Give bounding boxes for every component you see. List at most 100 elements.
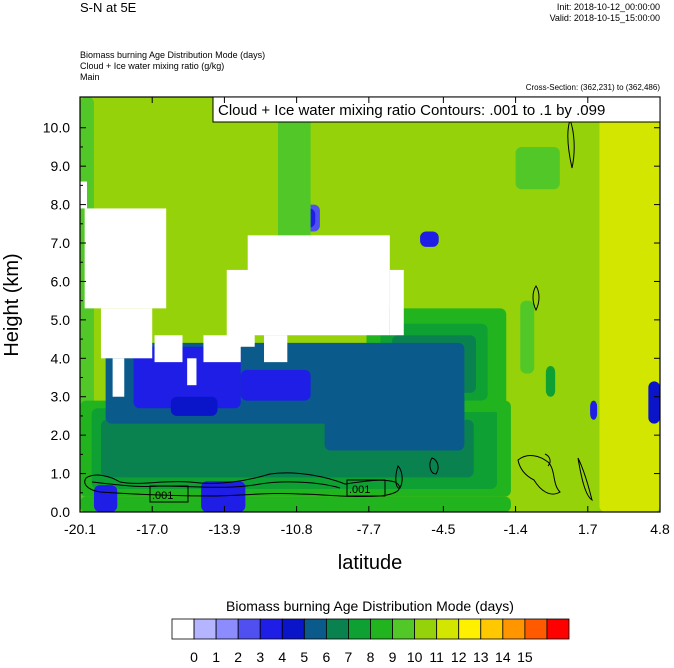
missing-data-region	[100, 308, 153, 359]
colorbar-label: 3	[256, 649, 264, 665]
y-axis-title: Height (km)	[1, 253, 23, 356]
colorbar-label: 2	[234, 649, 242, 665]
colorbar-label: 4	[278, 649, 286, 665]
y-tick-label: 6.0	[51, 273, 71, 289]
level-8-region	[545, 365, 556, 397]
y-tick-label: 7.0	[51, 235, 71, 251]
colorbar-label: 8	[367, 649, 375, 665]
missing-data-region	[264, 335, 288, 363]
y-tick-label: 4.0	[51, 350, 71, 366]
plot-area: .001 .001	[80, 97, 660, 512]
colorbar-swatch	[325, 618, 349, 640]
contour-line-label: .001	[349, 484, 370, 496]
x-tick-label: 1.7	[578, 521, 598, 537]
level-10-region	[515, 146, 560, 190]
missing-data-region	[154, 335, 183, 363]
missing-data-region	[84, 208, 167, 309]
x-tick-label: -20.1	[64, 521, 96, 537]
y-tick-label: 3.0	[51, 389, 71, 405]
level-4-region	[240, 369, 311, 401]
contour-line-label: .001	[152, 490, 173, 502]
colorbar-swatch	[502, 618, 526, 640]
level-10-region	[520, 300, 535, 374]
contour-line	[577, 457, 593, 502]
level-4-region	[93, 485, 118, 512]
level-9-region	[80, 496, 511, 512]
colorbar-label: 6	[322, 649, 330, 665]
colorbar-title: Biomass burning Age Distribution Mode (d…	[226, 598, 514, 614]
colorbar-swatch	[546, 618, 570, 640]
x-axis: -20.1 -17.0 -13.9 -10.8 -7.7 -4.5 -1.4 1.7 4.8	[64, 97, 670, 537]
colorbar-swatch	[524, 618, 548, 640]
colorbar-label: 15	[517, 649, 533, 665]
plot-title: S-N at 5E	[80, 0, 137, 15]
colorbar-swatch	[370, 618, 393, 640]
colorbar-swatch	[458, 618, 482, 640]
y-tick-label: 2.0	[51, 427, 71, 443]
contour-info-box: Cloud + Ice water mixing ratio Contours:…	[212, 96, 661, 123]
level-10-region	[277, 97, 311, 259]
contour-line	[532, 285, 540, 312]
missing-data-regions	[80, 181, 404, 397]
colorbar-label: 0	[190, 649, 198, 665]
level-4-region	[201, 481, 246, 512]
colorbar-label: 12	[451, 649, 467, 665]
x-tick-label: -4.5	[431, 521, 455, 537]
contour-line	[395, 465, 403, 489]
contour-line	[84, 472, 400, 498]
contour-line	[567, 118, 575, 169]
x-tick-label: -1.4	[504, 521, 528, 537]
colorbar-swatch	[414, 618, 438, 640]
contour-line	[429, 457, 439, 475]
contour-line	[544, 453, 551, 467]
colorbar-label: 14	[495, 649, 511, 665]
colorbar-swatch	[281, 618, 305, 640]
colorbar-swatch	[259, 618, 283, 640]
level-6-region	[324, 392, 465, 451]
x-tick-label: -7.7	[357, 521, 381, 537]
field-line-1: Biomass burning Age Distribution Mode (d…	[80, 50, 266, 60]
contour-line	[517, 455, 561, 495]
filled-regions	[80, 97, 660, 512]
field-line-3: Main	[80, 72, 100, 82]
colorbar-label: 11	[429, 649, 444, 665]
missing-data-region	[389, 269, 404, 336]
missing-data-region	[112, 358, 125, 397]
valid-time: Valid: 2018-10-15_15:00:00	[549, 13, 660, 23]
level-4-region	[420, 231, 439, 247]
y-tick-label: 0.0	[51, 504, 71, 520]
y-tick-label: 10.0	[43, 120, 70, 136]
colorbar-swatch	[348, 618, 371, 640]
level-12-region	[599, 97, 660, 512]
colorbar-swatch	[392, 618, 416, 640]
cross-section-label: Cross-Section: (362,231) to (362,486)	[525, 83, 660, 92]
colorbar-swatch	[237, 618, 261, 640]
colorbar: 0 1 2 3 4 5 6 7 8 9 10 11 12 13 14 15	[171, 618, 570, 665]
x-tick-label: -10.8	[281, 521, 313, 537]
contour-info-text: Cloud + Ice water mixing ratio Contours:…	[218, 102, 605, 119]
colorbar-label: 7	[345, 649, 353, 665]
colorbar-swatch	[171, 618, 195, 640]
colorbar-label: 1	[212, 649, 220, 665]
y-axis: 0.0 1.0 2.0 3.0 4.0 5.0 6.0 7.0 8.0 9.0 10.0	[43, 120, 660, 520]
contour-info-frame	[212, 96, 661, 123]
y-tick-label: 5.0	[51, 312, 71, 328]
x-tick-label: -13.9	[208, 521, 240, 537]
contour-label-box	[149, 485, 189, 503]
field-line-2: Cloud + Ice water mixing ratio (g/kg)	[80, 61, 225, 71]
missing-data-region	[187, 358, 197, 386]
colorbar-swatch	[193, 618, 217, 640]
missing-data-region	[80, 181, 87, 209]
colorbar-swatch	[215, 618, 239, 640]
missing-data-region	[247, 235, 390, 336]
level-5-region	[648, 381, 660, 424]
y-tick-label: 8.0	[51, 197, 71, 213]
colorbar-swatch	[480, 618, 504, 640]
colorbar-label: 13	[473, 649, 489, 665]
x-tick-label: -17.0	[136, 521, 168, 537]
y-tick-label: 1.0	[51, 466, 71, 482]
contour-lines: .001 .001	[84, 118, 593, 503]
contour-label-box	[346, 479, 386, 497]
level-4-region	[590, 400, 598, 420]
